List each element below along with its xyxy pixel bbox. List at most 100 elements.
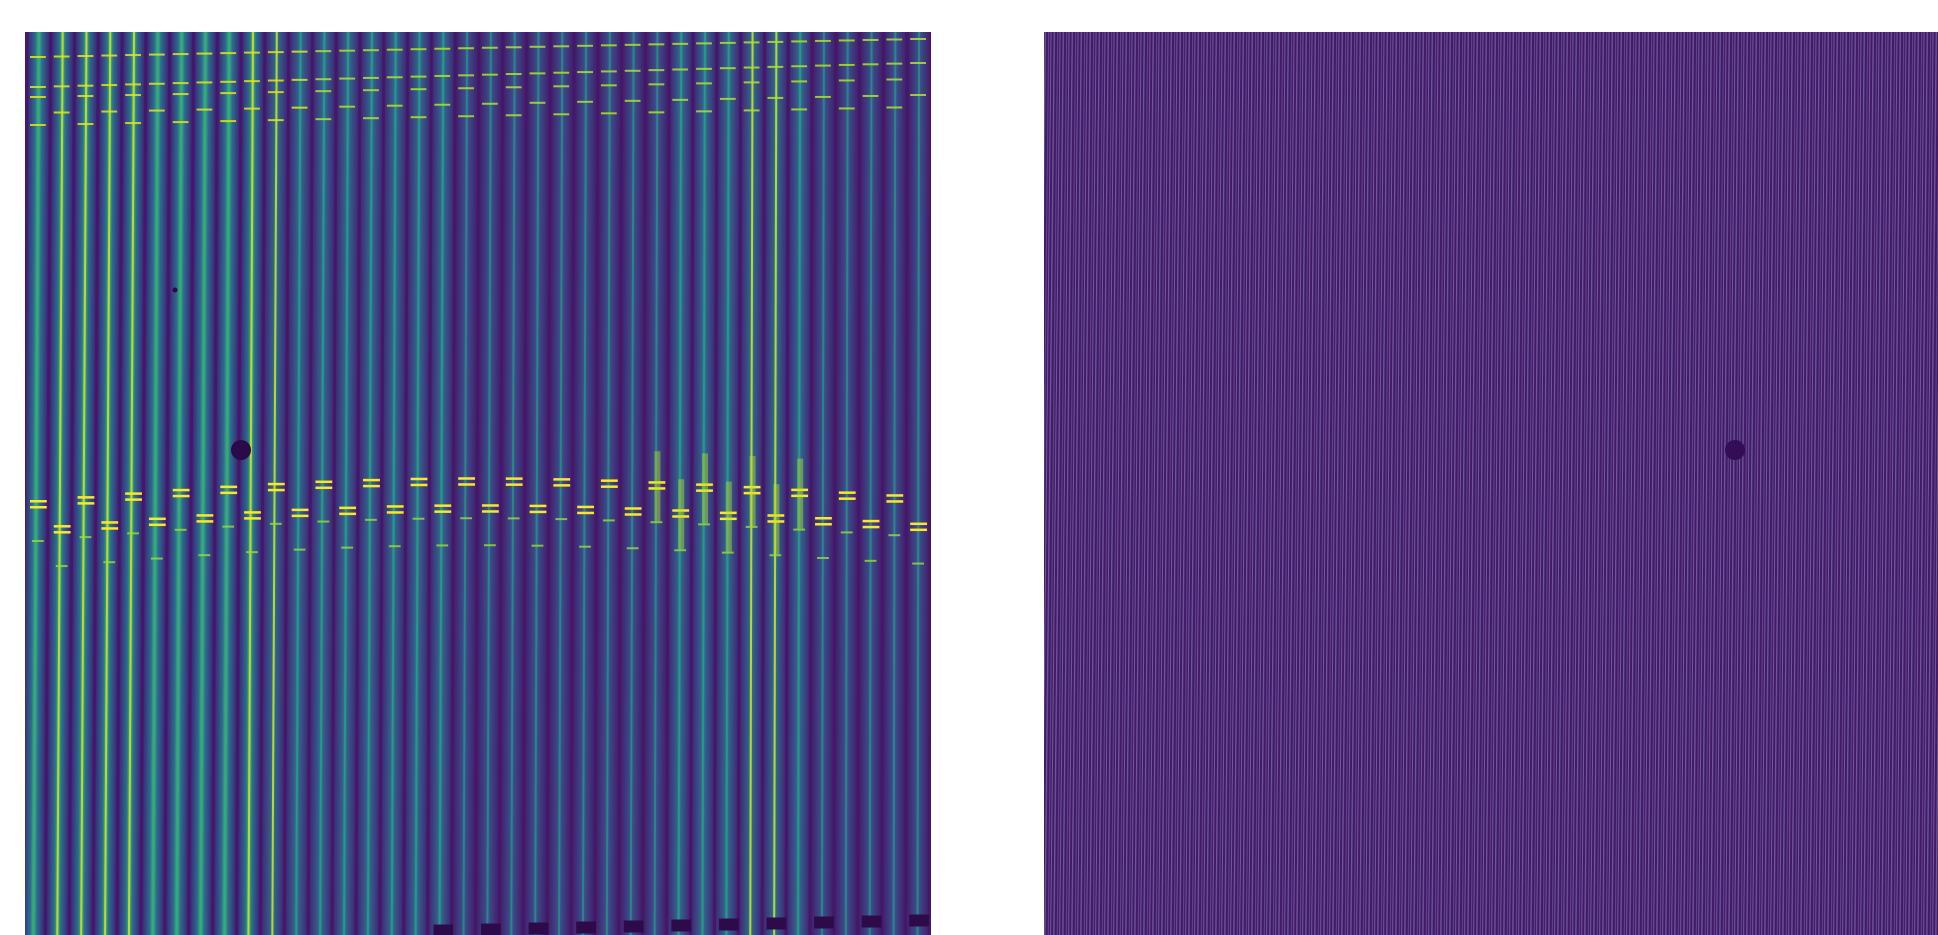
emission-line [198, 554, 211, 557]
emission-line [482, 504, 499, 507]
emission-line [172, 53, 189, 56]
emission-line [363, 76, 379, 79]
emission-line [862, 94, 879, 97]
emission-line [600, 112, 617, 115]
emission-line [912, 562, 924, 565]
emission-line [505, 73, 522, 76]
emission-line [127, 532, 139, 535]
emission-line [815, 64, 831, 67]
emission-line [125, 83, 141, 86]
emission-line [101, 54, 118, 57]
emission-line [910, 94, 926, 96]
emission-line [672, 98, 689, 101]
emission-line [719, 67, 736, 70]
fiber [381, 32, 407, 935]
emission-line [838, 107, 855, 110]
fiber-core [797, 32, 802, 935]
emission-line [886, 106, 903, 109]
emission-line [743, 109, 760, 112]
emission-line [267, 488, 285, 492]
emission-line [672, 509, 690, 512]
fiber-core [725, 32, 730, 935]
emission-line [174, 528, 187, 531]
emission-line [624, 99, 641, 102]
emission-line [696, 110, 712, 113]
emission-flare [678, 479, 685, 550]
emission-line [579, 545, 591, 548]
fiber-end [433, 924, 454, 935]
emission-line [624, 507, 642, 510]
fiber [285, 32, 311, 935]
emission-line [743, 66, 760, 69]
fiber-core [820, 32, 825, 935]
fiber-end [766, 917, 787, 930]
fiber [70, 32, 97, 935]
emission-line [196, 520, 214, 523]
emission-line [791, 40, 808, 43]
emission-line [600, 485, 618, 488]
emission-line [386, 104, 403, 107]
fiber-core [486, 32, 492, 935]
fiber [859, 32, 882, 935]
emission-line [600, 479, 618, 482]
emission-line [507, 517, 520, 520]
fiber [238, 32, 264, 935]
emission-line [436, 544, 449, 547]
emission-line [817, 557, 829, 560]
emission-line [482, 46, 498, 49]
emission-flare [654, 451, 661, 522]
emission-line [838, 497, 856, 500]
emission-line [315, 50, 332, 53]
emission-line [838, 39, 855, 42]
emission-line [148, 523, 166, 527]
emission-line [482, 73, 498, 76]
fiber [25, 32, 50, 935]
emission-line [339, 506, 357, 510]
fiber [333, 32, 359, 935]
emission-line [150, 557, 163, 560]
emission-line [410, 477, 428, 481]
emission-line [745, 525, 758, 528]
emission-line [53, 55, 70, 58]
emission-line [339, 105, 356, 108]
emission-line [555, 518, 568, 521]
emission-line [125, 492, 142, 495]
emission-line [410, 88, 427, 91]
emission-line [410, 483, 428, 487]
emission-line [220, 92, 237, 95]
emission-line [339, 49, 356, 52]
fiber-core [534, 32, 540, 935]
fiber [883, 32, 906, 935]
emission-line [862, 63, 879, 66]
emission-line [602, 519, 615, 522]
emission-line [77, 502, 95, 505]
emission-line [386, 511, 404, 514]
emission-line [101, 110, 118, 113]
emission-line [767, 96, 784, 99]
emission-line [791, 65, 808, 68]
emission-line [553, 484, 571, 487]
emission-line [696, 42, 712, 45]
detector-defect [172, 287, 178, 293]
emission-line [30, 86, 46, 88]
emission-line [363, 49, 379, 52]
emission-line [672, 42, 689, 45]
emission-line [815, 523, 832, 526]
emission-line [244, 511, 261, 514]
detector-defect [231, 440, 251, 460]
emission-line [172, 488, 190, 492]
emission-line [434, 103, 451, 106]
emission-line [624, 513, 642, 516]
fiber [668, 32, 692, 935]
emission-flare [725, 481, 732, 552]
emission-line [267, 79, 284, 82]
emission-line [220, 485, 238, 489]
emission-line [317, 520, 330, 523]
fiber [166, 32, 193, 935]
emission-line [53, 525, 71, 528]
emission-line [767, 514, 785, 517]
fiber [811, 32, 835, 935]
emission-line [267, 51, 284, 54]
